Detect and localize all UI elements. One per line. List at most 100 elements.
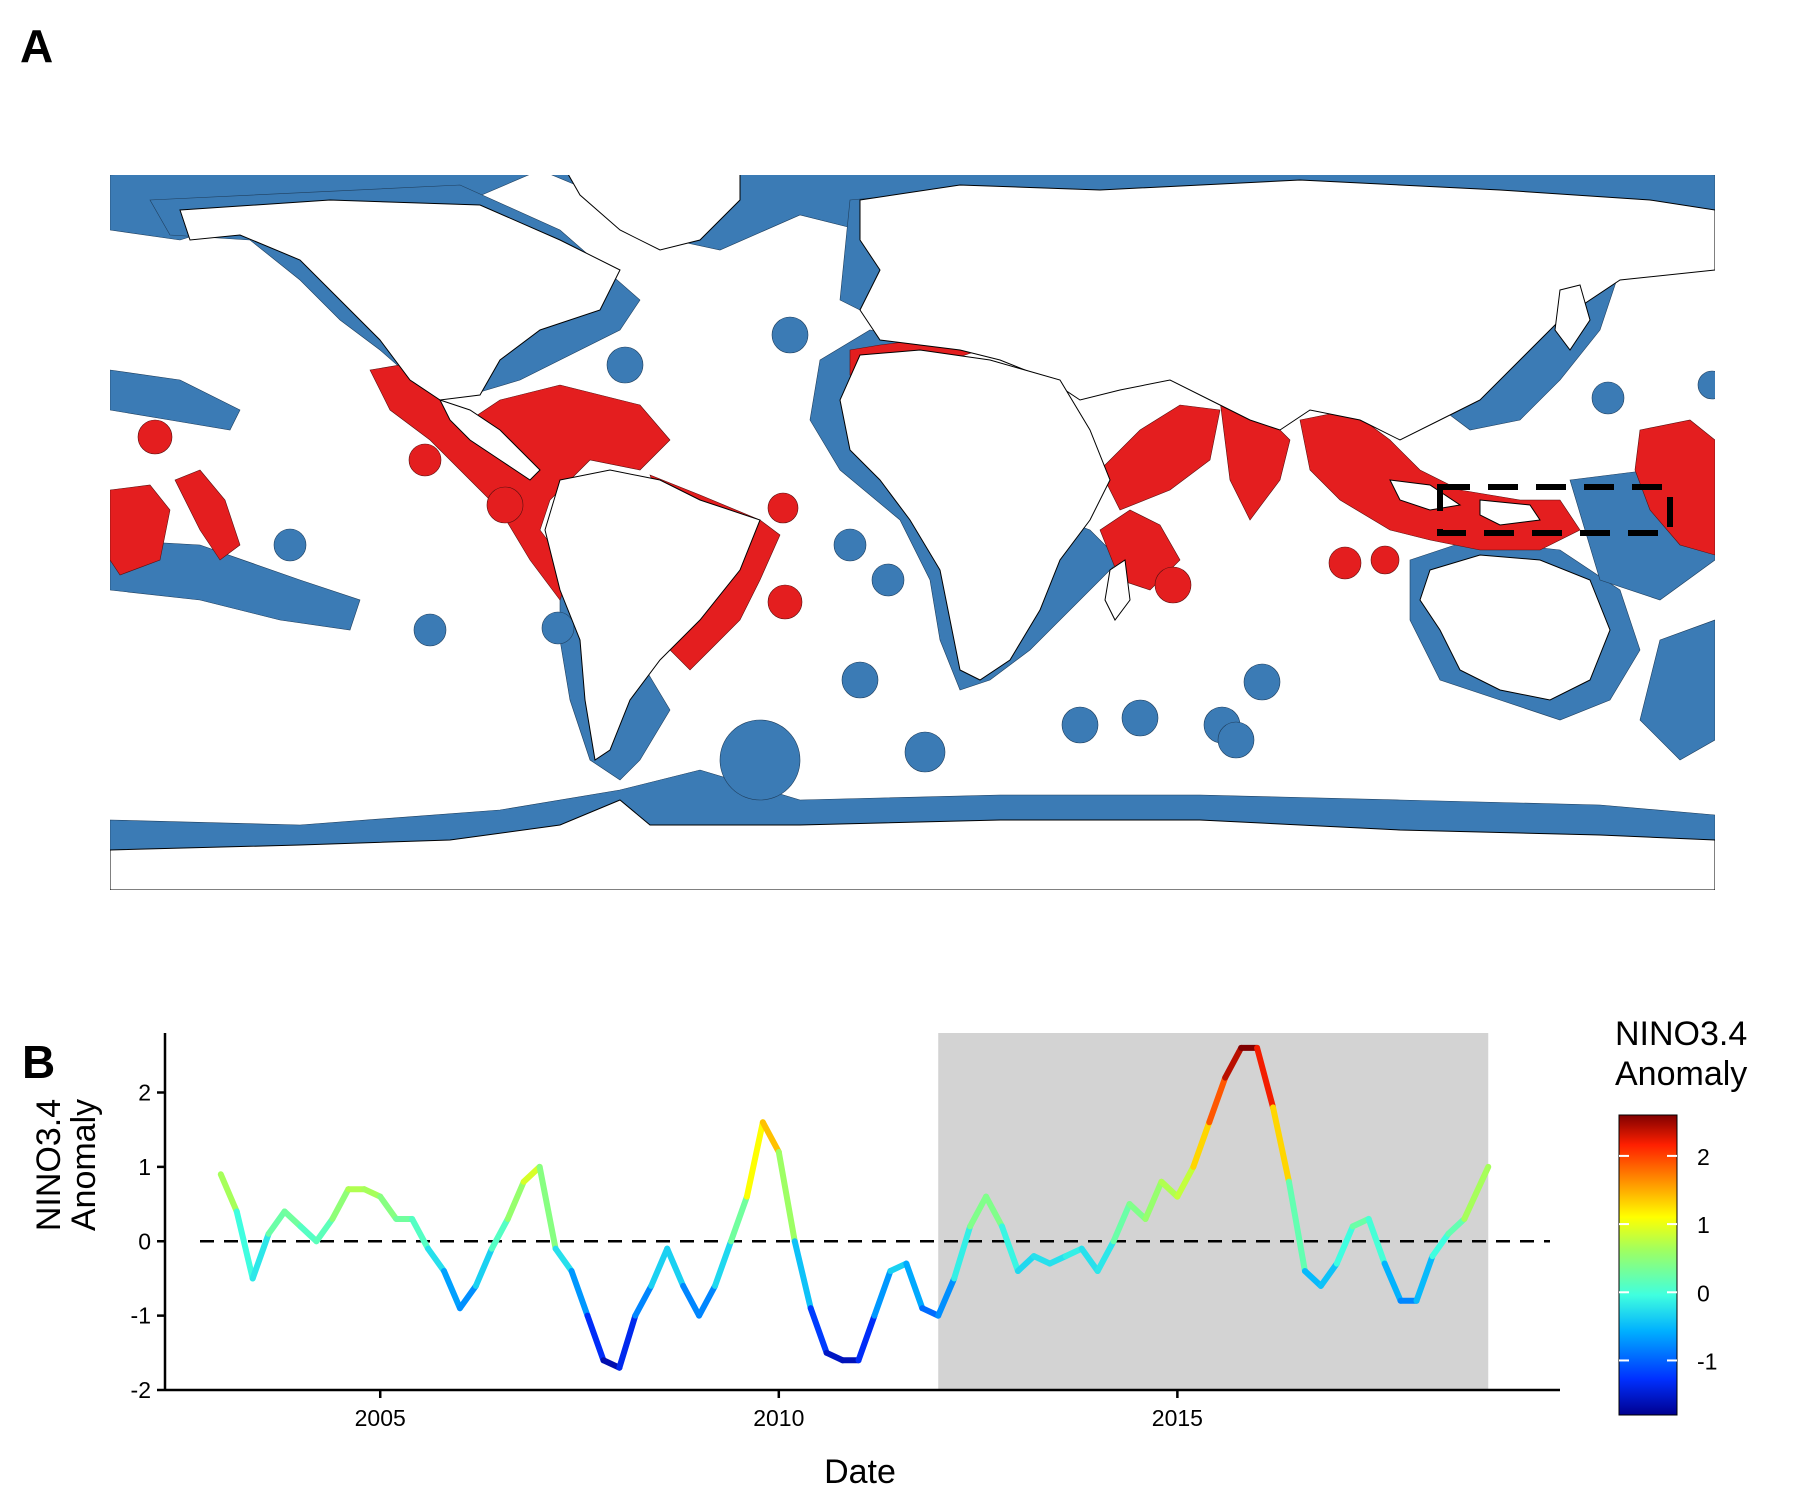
series-segment (1158, 1178, 1181, 1200)
eez-red-arabian-sea (1099, 404, 1221, 511)
series-line (217, 1044, 1492, 1371)
legend-title-line2: Anomaly (1615, 1055, 1747, 1093)
legend-tick-label: 0 (1697, 1280, 1710, 1306)
series-segment (951, 1223, 974, 1282)
land-australia (1419, 554, 1611, 701)
series-segment (1254, 1044, 1277, 1111)
y-ticks: -2 -1 0 1 2 (131, 1080, 165, 1403)
series-segment (536, 1163, 559, 1252)
series-segment (1014, 1253, 1037, 1274)
legend-tick-label: 2 (1697, 1144, 1710, 1170)
eez-red-north-pacific-islands (110, 484, 171, 576)
series-segment (265, 1208, 288, 1237)
series-segment (1190, 1119, 1213, 1170)
series-segment (1126, 1201, 1149, 1222)
color-legend: NINO3.4 Anomaly -1 0 1 2 (1615, 1015, 1747, 1416)
inset-region-box (1437, 484, 1673, 536)
series-segment (759, 1119, 782, 1155)
series-segment (313, 1215, 336, 1245)
series-segment (456, 1282, 479, 1312)
series-segment (329, 1186, 352, 1222)
land-southeast-asia-islands (1389, 479, 1541, 526)
series-segment (648, 1245, 671, 1289)
series-segment (520, 1163, 543, 1185)
land-japan (1554, 284, 1591, 351)
series-segment (903, 1260, 926, 1312)
series-segment (233, 1208, 256, 1282)
series-segment (552, 1245, 575, 1274)
legend-tick-label: 1 (1697, 1212, 1710, 1238)
legend-title-line1: NINO3.4 (1615, 1015, 1747, 1053)
series-segment (1110, 1201, 1133, 1245)
series-segment (1461, 1163, 1492, 1222)
y-tick-label: 0 (138, 1228, 151, 1254)
series-segment (249, 1230, 272, 1282)
land-north-america (179, 199, 621, 401)
series-segment (1429, 1230, 1452, 1260)
panel-a-label: A (20, 20, 53, 72)
series-segment (504, 1178, 527, 1222)
series-segment (1078, 1245, 1101, 1274)
series-segment (1365, 1215, 1388, 1267)
series-segment (696, 1282, 719, 1319)
series-segment (488, 1215, 511, 1252)
series-segment (967, 1193, 990, 1230)
x-ticks: 2005 2010 2015 (355, 1390, 1203, 1431)
y-axis-title-line2: Anomaly (65, 1099, 103, 1231)
series-segment (1142, 1178, 1165, 1222)
series-segment (999, 1223, 1021, 1274)
land-greenland (567, 175, 741, 251)
legend-colorbar (1618, 1114, 1678, 1416)
y-tick-label: -1 (131, 1303, 151, 1329)
series-segment (377, 1193, 400, 1222)
series-segment (584, 1312, 607, 1364)
x-tick-label: 2015 (1152, 1405, 1203, 1431)
series-segment (1094, 1238, 1117, 1274)
series-segment (1285, 1178, 1308, 1274)
series-segment (935, 1275, 958, 1319)
eez-red-western-pacific (1634, 419, 1715, 556)
series-segment (712, 1238, 734, 1289)
series-segment (217, 1171, 240, 1215)
series-segment (1381, 1260, 1404, 1304)
x-tick-label: 2010 (753, 1405, 804, 1431)
panel-b-label: B (22, 1036, 55, 1088)
series-segment (1413, 1253, 1436, 1304)
legend-ticks: -1 0 1 2 (1619, 1144, 1717, 1374)
series-segment (425, 1245, 447, 1274)
land-central-america (439, 399, 541, 481)
series-segment (1301, 1268, 1324, 1289)
series-segment (568, 1268, 591, 1319)
land-africa (839, 349, 1111, 681)
legend-tick-label: -1 (1697, 1348, 1717, 1374)
series-segment (1206, 1074, 1229, 1126)
eez-red-hawaii (174, 469, 241, 561)
world-map (110, 175, 1715, 890)
nino-chart: 2005 2010 2015 -2 -1 0 1 2 Date NINO3.4 Anomal… (30, 1033, 1560, 1491)
land-south-america (544, 469, 761, 761)
series-segment (409, 1215, 432, 1252)
series-segment (680, 1282, 703, 1319)
eez-pacific-islands (110, 539, 361, 631)
series-segment (297, 1223, 320, 1245)
shaded-period (938, 1033, 1489, 1390)
series-segment (664, 1245, 687, 1289)
series-segment (983, 1193, 1005, 1230)
x-tick-label: 2005 (355, 1405, 406, 1431)
series-segment (632, 1282, 655, 1319)
eez-new-zealand (1639, 619, 1715, 761)
series-segment (743, 1119, 766, 1200)
series-segment (616, 1312, 639, 1371)
series-segment (775, 1149, 798, 1245)
series-segment (472, 1245, 495, 1289)
land-eurasia (859, 179, 1715, 441)
island-eez-circles (137, 316, 1715, 801)
series-segment (855, 1312, 878, 1364)
series-segment (1333, 1223, 1356, 1267)
y-axis-title-line1: NINO3.4 (30, 1099, 68, 1231)
series-segment (1174, 1163, 1197, 1200)
series-segment (1445, 1215, 1468, 1237)
y-tick-label: -2 (131, 1377, 151, 1403)
series-segment (441, 1268, 463, 1312)
